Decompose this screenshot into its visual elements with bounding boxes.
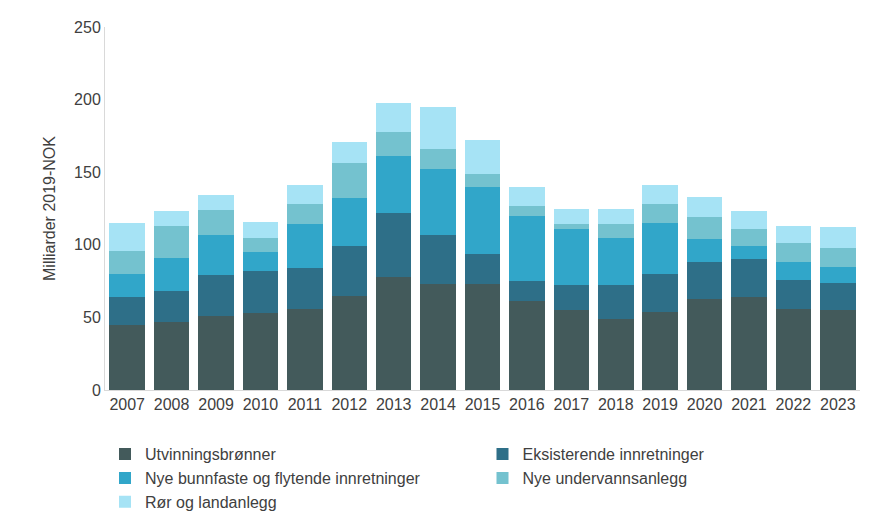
svg-text:Nye undervannsanlegg: Nye undervannsanlegg xyxy=(523,470,688,487)
svg-text:Nye bunnfaste og flytende innr: Nye bunnfaste og flytende innretninger xyxy=(145,470,421,487)
svg-text:150: 150 xyxy=(74,164,101,181)
svg-text:2022: 2022 xyxy=(776,396,812,413)
svg-text:2011: 2011 xyxy=(288,396,323,413)
svg-text:2017: 2017 xyxy=(554,396,590,413)
svg-text:250: 250 xyxy=(74,19,101,36)
svg-text:Eksisterende innretninger: Eksisterende innretninger xyxy=(523,446,705,463)
svg-text:100: 100 xyxy=(74,236,101,253)
svg-text:2012: 2012 xyxy=(331,396,367,413)
svg-text:2020: 2020 xyxy=(687,396,723,413)
svg-text:2007: 2007 xyxy=(109,396,145,413)
svg-text:2008: 2008 xyxy=(154,396,190,413)
svg-text:2009: 2009 xyxy=(198,396,234,413)
svg-text:Rør og landanlegg: Rør og landanlegg xyxy=(145,494,277,511)
svg-text:2023: 2023 xyxy=(820,396,856,413)
svg-text:2021: 2021 xyxy=(731,396,767,413)
svg-text:50: 50 xyxy=(83,309,101,326)
svg-text:2016: 2016 xyxy=(509,396,545,413)
svg-text:0: 0 xyxy=(92,382,101,399)
svg-text:2013: 2013 xyxy=(376,396,412,413)
svg-text:2014: 2014 xyxy=(420,396,456,413)
svg-text:2018: 2018 xyxy=(598,396,634,413)
svg-text:200: 200 xyxy=(74,91,101,108)
svg-text:Utvinningsbrønner: Utvinningsbrønner xyxy=(145,446,276,463)
svg-text:2010: 2010 xyxy=(243,396,279,413)
svg-text:2019: 2019 xyxy=(642,396,678,413)
svg-text:Milliarder 2019-NOK: Milliarder 2019-NOK xyxy=(41,136,58,281)
svg-text:2015: 2015 xyxy=(465,396,501,413)
